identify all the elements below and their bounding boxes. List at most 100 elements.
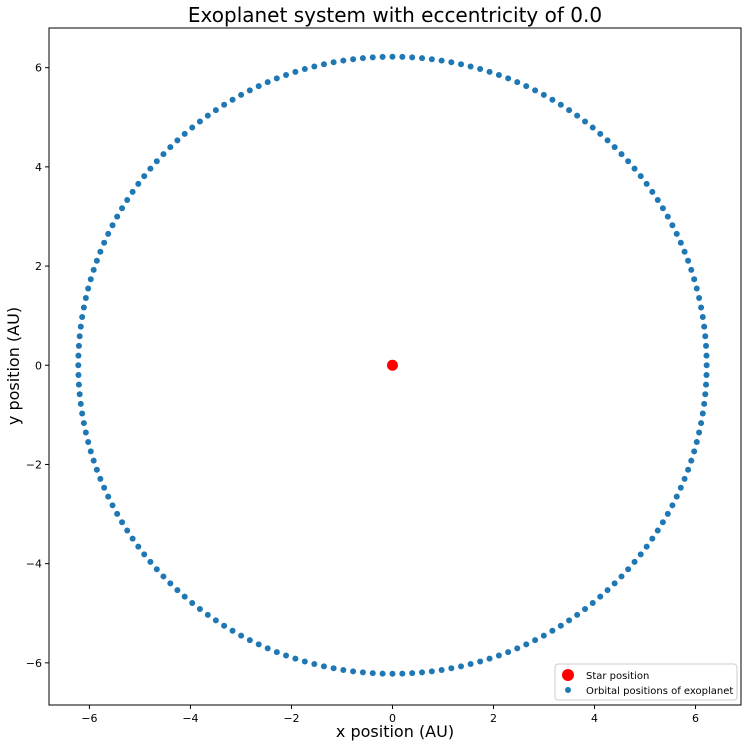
orbit-point <box>114 510 121 517</box>
orbit-point <box>264 645 271 652</box>
star-series <box>386 359 398 371</box>
orbit-point <box>540 91 547 98</box>
orbit-point <box>196 118 203 125</box>
orbit-point <box>514 645 521 652</box>
orbit-point <box>76 391 83 398</box>
orbit-point <box>246 87 253 94</box>
orbit-point <box>311 63 318 70</box>
orbit-point <box>448 59 455 66</box>
orbit-point <box>557 622 564 629</box>
orbit-point <box>283 652 290 659</box>
orbit-point <box>574 112 581 119</box>
orbit-point <box>264 79 271 86</box>
orbit-point <box>438 666 445 673</box>
orbit-point <box>659 205 666 212</box>
orbit-point <box>109 502 116 509</box>
orbit-point <box>532 87 539 94</box>
orbit-point <box>409 54 416 61</box>
orbit-point <box>97 475 104 482</box>
orbit-point <box>141 551 148 558</box>
orbit-point <box>702 333 709 340</box>
orbit-point <box>189 124 196 131</box>
orbit-point <box>246 637 253 644</box>
orbit-point <box>330 59 337 66</box>
legend: Star position Orbital positions of exopl… <box>554 663 738 701</box>
orbit-point <box>703 362 710 369</box>
orbit-point <box>399 53 406 60</box>
star-point <box>386 359 398 371</box>
orbit-point <box>212 617 219 624</box>
orbit-point <box>703 352 710 359</box>
orbit-point <box>77 400 84 407</box>
x-tick-label: −6 <box>81 712 97 725</box>
orbit-point <box>419 669 426 676</box>
orbit-point <box>77 323 84 330</box>
orbit-point <box>549 96 556 103</box>
orbit-point <box>649 535 656 542</box>
orbit-point <box>369 54 376 61</box>
orbit-point <box>557 101 564 108</box>
orbit-point <box>141 173 148 180</box>
chart-title: Exoplanet system with eccentricity of 0.… <box>188 3 602 27</box>
orbit-point <box>696 429 703 436</box>
orbit-point <box>495 652 502 659</box>
orbit-point <box>643 180 650 187</box>
orbit-point <box>340 666 347 673</box>
orbit-point <box>589 124 596 131</box>
x-tick-label: 6 <box>692 712 699 725</box>
orbit-point <box>669 222 676 229</box>
orbit-point <box>486 655 493 662</box>
orbit-point <box>135 180 142 187</box>
orbit-point <box>611 144 618 151</box>
orbit-point <box>221 101 228 108</box>
orbit-point <box>75 352 82 359</box>
orbit-point <box>124 527 131 534</box>
orbit-point <box>204 611 211 618</box>
orbit-point <box>458 663 465 670</box>
plot-area <box>48 27 742 706</box>
orbit-point <box>292 655 299 662</box>
orbit-point <box>167 580 174 587</box>
orbit-point <box>129 188 136 195</box>
orbit-point <box>80 420 87 427</box>
orbit-point <box>649 188 656 195</box>
orbit-point <box>698 304 705 311</box>
orbit-point <box>75 371 82 378</box>
orbit-point <box>505 649 512 656</box>
orbit-point <box>685 466 692 473</box>
orbit-point <box>229 96 236 103</box>
orbit-point <box>574 611 581 618</box>
orbit-point <box>76 333 83 340</box>
orbit-point <box>174 587 181 594</box>
x-tick-label: −4 <box>182 712 198 725</box>
orbit-point <box>93 257 100 264</box>
orbit-point <box>174 137 181 144</box>
y-axis: −6 −4 −2 0 2 4 6 <box>26 62 49 670</box>
x-axis: −6 −4 −2 0 2 4 6 <box>81 705 699 725</box>
orbit-point <box>669 502 676 509</box>
orbit-point <box>698 420 705 427</box>
orbit-point <box>467 63 474 70</box>
orbit-point <box>673 493 680 500</box>
orbit-point <box>82 294 89 301</box>
x-tick-label: 4 <box>591 712 598 725</box>
orbit-point <box>514 79 521 86</box>
orbit-point <box>477 658 484 665</box>
x-tick-label: 0 <box>389 712 396 725</box>
orbit-point <box>97 248 104 255</box>
orbit-point <box>238 91 245 98</box>
orbit-point <box>80 304 87 311</box>
orbit-point <box>654 196 661 203</box>
orbit-point <box>181 593 188 600</box>
orbit-point <box>631 558 638 565</box>
orbit-point <box>350 56 357 63</box>
orbit-point <box>273 649 280 656</box>
orbit-point <box>673 230 680 237</box>
y-tick-label: 6 <box>35 62 42 75</box>
orbit-point <box>693 285 700 292</box>
orbit-point <box>119 205 126 212</box>
orbit-point <box>618 573 625 580</box>
orbit-point <box>379 670 386 677</box>
orbit-point <box>703 342 710 349</box>
